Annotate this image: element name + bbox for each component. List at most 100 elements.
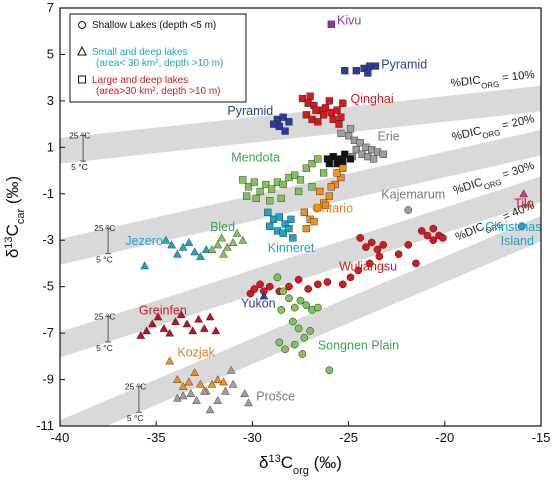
- point-wuliangsu-13: [417, 227, 426, 235]
- point-erie-12: [370, 155, 378, 163]
- point-mendota-5: [268, 185, 276, 193]
- legend-subtext: (area>30 km², depth >10 m): [96, 86, 221, 97]
- point-greinfen-13: [211, 326, 221, 335]
- point-pyramid-3: [371, 62, 380, 70]
- point-wuliangsu-25: [256, 280, 264, 289]
- lake-label: Wuliangsu: [339, 259, 397, 273]
- point-mendota-11: [302, 164, 310, 172]
- point-kozjak-1: [173, 375, 182, 383]
- point-wuliangsu-27: [250, 285, 259, 293]
- point-mendota-17: [266, 197, 274, 205]
- temp-warm-label: 25 °C: [94, 223, 115, 233]
- x-tick-label: -30: [243, 430, 262, 445]
- lake-label: Christmas: [485, 220, 541, 234]
- y-tick-label: -1: [42, 186, 54, 201]
- lake-label: Island: [501, 234, 534, 248]
- point-kozjak-9: [219, 377, 228, 386]
- point-bled-3: [223, 242, 232, 251]
- point-mendota-20: [308, 183, 316, 191]
- point-kinneret-4: [287, 215, 295, 223]
- point-kozjak-7: [207, 379, 217, 388]
- point-erie-7: [379, 150, 387, 158]
- point-ontario-2: [314, 204, 322, 212]
- point-pyramid-5: [341, 67, 349, 75]
- y-tick-label: 1: [47, 139, 54, 154]
- point-wuliangsu-7: [354, 266, 363, 275]
- point-kinneret-3: [281, 220, 289, 228]
- y-tick-label: 3: [47, 93, 54, 108]
- point-songnen-plain-9: [288, 317, 297, 326]
- point-bled-1: [213, 240, 223, 249]
- point-pyramid-4: [281, 127, 289, 135]
- temp-cold-label: 5 °C: [71, 162, 88, 172]
- point-prošce-2: [186, 389, 196, 397]
- point-songnen-plain-0: [273, 273, 282, 282]
- point-pyramid-1: [279, 113, 287, 121]
- point-kozjak-5: [196, 379, 205, 388]
- point-prošce-9: [228, 379, 238, 388]
- y-tick-label: -11: [36, 418, 54, 433]
- point-wuliangsu-5: [375, 252, 384, 261]
- point-wuliangsu-18: [439, 234, 447, 242]
- point-songnen-plain-5: [302, 301, 311, 310]
- point-wuliangsu-9: [338, 280, 347, 289]
- legend-square-icon: [78, 75, 86, 84]
- x-tick-label: -20: [435, 430, 454, 445]
- temp-warm-label: 25 °C: [69, 131, 90, 141]
- point-songnen-plain-1: [279, 287, 288, 296]
- point-mendota-14: [319, 169, 328, 177]
- point-kinneret-9: [289, 234, 297, 242]
- temp-cold-label: 5 °C: [96, 343, 113, 353]
- point-wuliangsu-17: [429, 236, 438, 245]
- lake-label: Kinneret: [268, 241, 315, 255]
- legend-box: [69, 13, 247, 103]
- point-wuliangsu-15: [429, 224, 438, 233]
- lake-label: Kivu: [337, 13, 361, 27]
- dic-bands: [60, 85, 541, 426]
- point-greinfen-3: [153, 312, 163, 321]
- lake-label: Mendota: [231, 150, 280, 164]
- point-songnen-plain-2: [285, 294, 293, 303]
- point-kozjak-8: [213, 375, 223, 383]
- legend-subtext: (area< 30 km², depth >10 m): [96, 58, 223, 69]
- point-wuliangsu-24: [265, 282, 274, 291]
- point-mendota-15: [243, 192, 251, 200]
- point-songnen-plain-3: [290, 303, 299, 312]
- point-wuliangsu-20: [313, 280, 322, 289]
- lake-label: Kajemarum: [381, 187, 445, 201]
- lake-label: Tilo: [514, 197, 534, 211]
- point-erie-9: [352, 146, 360, 154]
- point-jezero-6: [190, 247, 200, 256]
- point-pyramid-5: [269, 120, 278, 128]
- legend: Shallow Lakes (depth <5 m) Small and deep…: [69, 13, 247, 103]
- point-bled-4: [228, 238, 238, 246]
- point-wuliangsu-12: [412, 259, 420, 268]
- point-mendota-4: [262, 180, 270, 189]
- point-kinneret-5: [266, 222, 274, 230]
- temp-cold-label: 5 °C: [127, 413, 144, 423]
- point-kozjak-4: [190, 368, 200, 376]
- point-kivu-0: [327, 20, 335, 28]
- point-prošce-6: [213, 396, 223, 404]
- point-mendota-19: [294, 187, 303, 196]
- y-tick-label: 7: [47, 0, 54, 15]
- x-axis-title: δ13Corg (‰): [259, 453, 342, 477]
- y-tick-label: -3: [42, 232, 54, 247]
- point-songnen-plain-12: [306, 326, 314, 335]
- point-prošce-3: [192, 396, 201, 404]
- point-greinfen-6: [171, 317, 180, 325]
- x-tick-label: -35: [147, 430, 166, 445]
- point-mendota-18: [277, 194, 285, 203]
- point-qinghai-15: [325, 97, 333, 105]
- point-wuliangsu-4: [379, 241, 388, 249]
- point-ontario-13: [321, 201, 330, 209]
- point-qinghai-17: [312, 106, 320, 114]
- point-qinghai-8: [302, 111, 310, 119]
- point-wuliangsu-14: [423, 231, 432, 240]
- point-ontario-8: [316, 187, 324, 196]
- point-songnen-plain-11: [300, 333, 309, 342]
- legend-text: Shallow Lakes (depth <5 m): [92, 20, 216, 31]
- legend-text: Small and deep lakes: [92, 47, 188, 58]
- point-wuliangsu-1: [362, 243, 370, 252]
- point-songnen-plain-17: [325, 366, 334, 375]
